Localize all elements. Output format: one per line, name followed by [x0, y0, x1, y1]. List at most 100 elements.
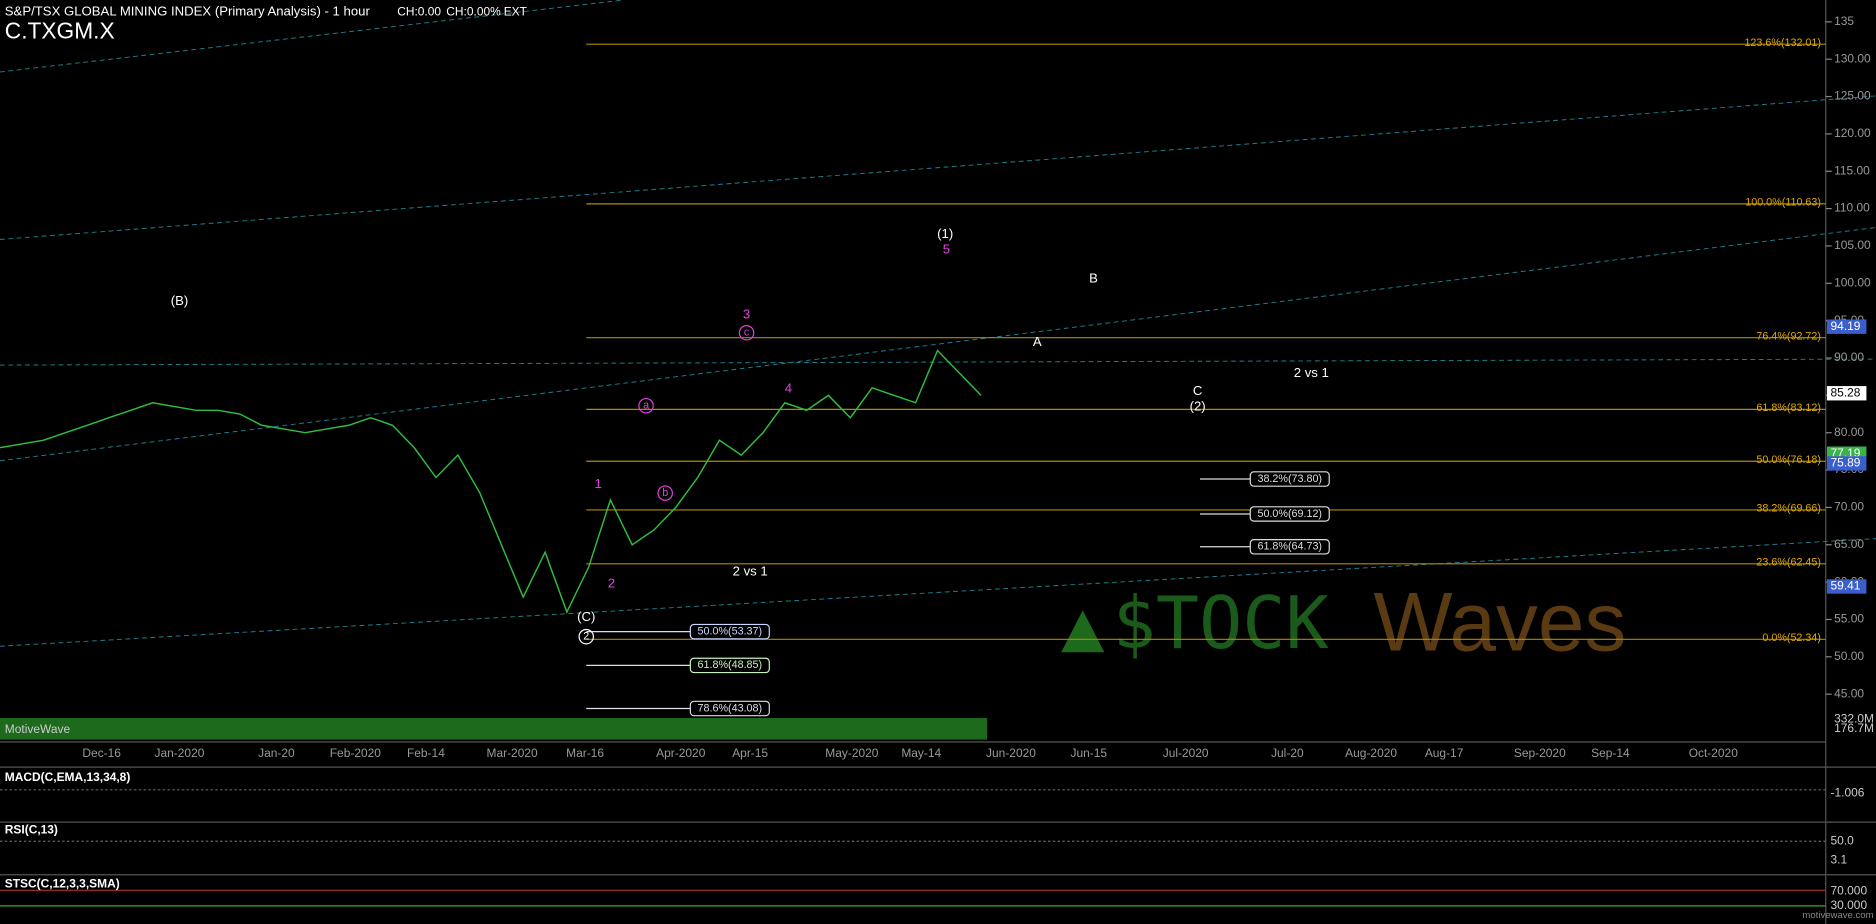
x-tick-label: May-2020 — [825, 746, 879, 760]
fib-label: 61.8%(83.12) — [1756, 402, 1821, 414]
target-label: 50.0%(53.37) — [698, 625, 763, 637]
price-marker-label: 75.89 — [1831, 456, 1861, 470]
x-tick-label: Aug-2020 — [1345, 746, 1397, 760]
x-tick-label: Aug-17 — [1425, 746, 1464, 760]
wave-label: 2 — [583, 631, 589, 643]
y-tick-label: 55.00 — [1834, 612, 1864, 626]
x-tick-label: Jun-15 — [1070, 746, 1107, 760]
target-label: 38.2%(73.80) — [1257, 473, 1322, 485]
fib-label: 100.0%(110.63) — [1745, 197, 1821, 209]
platform-label: MotiveWave — [5, 722, 71, 736]
wave-circle — [657, 485, 673, 501]
watermark: Waves — [1374, 574, 1627, 668]
y-tick-label: 100.00 — [1834, 275, 1871, 289]
y-tick-label: 125.00 — [1834, 89, 1871, 103]
fib-label: 123.6%(132.01) — [1744, 37, 1821, 49]
indicator-label: MACD(C,EMA,13,34,8) — [5, 770, 131, 784]
price-marker-label: 85.28 — [1831, 385, 1861, 399]
change-percent: CH:0.00% — [446, 4, 501, 18]
indicator-label: STSC(C,12,3,3,SMA) — [5, 876, 120, 890]
wave-label: 5 — [943, 242, 950, 257]
wave-label: (1) — [937, 226, 953, 241]
x-tick-label: Sep-14 — [1591, 746, 1630, 760]
y-tick-label: 115.00 — [1834, 163, 1870, 177]
x-tick-label: Dec-16 — [82, 746, 121, 760]
wave-label: 3 — [743, 306, 750, 321]
target-label: 78.6%(43.08) — [698, 702, 763, 714]
price-marker — [1826, 319, 1867, 334]
y-tick-label: 50.00 — [1834, 649, 1864, 663]
wave-label: (B) — [171, 293, 189, 308]
x-tick-label: Jan-2020 — [155, 746, 205, 760]
y-tick-label: 130.00 — [1834, 51, 1871, 65]
price-marker — [1826, 386, 1867, 401]
x-tick-label: Jun-2020 — [986, 746, 1036, 760]
x-tick-label: Mar-2020 — [486, 746, 538, 760]
volume-label: 176.7M — [1834, 721, 1874, 735]
indicator-label: RSI(C,13) — [5, 823, 58, 837]
wave-label: A — [1033, 334, 1042, 349]
wave-label: b — [662, 487, 668, 499]
wave-label: 1 — [595, 476, 602, 491]
wave-label: C — [1193, 383, 1203, 398]
wave-label: c — [744, 327, 750, 339]
wave-label: 4 — [785, 380, 792, 395]
indicator-tick: -1.006 — [1831, 786, 1865, 800]
x-tick-label: Jul-20 — [1271, 746, 1304, 760]
price-line — [0, 349, 982, 614]
wave-circle — [578, 628, 595, 645]
x-tick-label: Jul-2020 — [1163, 746, 1209, 760]
y-tick-label: 110.00 — [1834, 201, 1870, 215]
wave-label: a — [643, 400, 649, 412]
indicator-tick: 70.000 — [1831, 884, 1868, 898]
price-marker — [1826, 579, 1867, 594]
fib-label: 0.0%(52.34) — [1762, 632, 1821, 644]
x-tick-label: Feb-2020 — [330, 746, 382, 760]
indicator-tick: 30.000 — [1831, 898, 1868, 912]
price-marker — [1826, 456, 1867, 471]
y-tick-label: 70.00 — [1834, 500, 1864, 514]
fib-label: 76.4%(92.72) — [1756, 330, 1821, 342]
target-label: 61.8%(48.85) — [698, 659, 763, 671]
wave-label: B — [1089, 270, 1098, 285]
y-tick-label: 105.00 — [1834, 238, 1871, 252]
x-tick-label: May-14 — [901, 746, 941, 760]
wave-label: 2 vs 1 — [733, 564, 768, 579]
volume-band — [0, 718, 988, 740]
target-label: 61.8%(64.73) — [1257, 541, 1322, 553]
x-tick-label: Sep-2020 — [1514, 746, 1566, 760]
target-box — [1249, 506, 1330, 522]
footer: motivewave.com — [1802, 910, 1873, 921]
x-tick-label: Jan-20 — [258, 746, 295, 760]
price-marker-label: 59.41 — [1831, 579, 1861, 593]
volume-label: 332.0M — [1834, 711, 1874, 725]
target-box — [689, 657, 770, 674]
target-box — [689, 623, 770, 640]
chart-title: S&P/TSX GLOBAL MINING INDEX (Primary Ana… — [5, 4, 371, 19]
y-tick-label: 45.00 — [1834, 686, 1864, 700]
target-box — [689, 700, 770, 717]
x-tick-label: Mar-16 — [566, 746, 604, 760]
target-box — [1249, 471, 1330, 487]
wave-label: (2) — [1190, 398, 1206, 413]
indicator-tick: 3.1 — [1831, 853, 1848, 867]
y-tick-label: 120.00 — [1834, 126, 1871, 140]
wave-label: (C) — [577, 609, 595, 624]
trendlines — [0, 0, 1876, 647]
y-tick-label: 90.00 — [1834, 350, 1864, 364]
watermark-arrow — [1061, 610, 1105, 653]
watermark: $TOCK — [1113, 581, 1329, 665]
fib-label: 38.2%(69.66) — [1756, 503, 1821, 515]
session: EXT — [504, 4, 528, 18]
target-box — [1249, 538, 1330, 555]
y-tick-label: 135 — [1834, 14, 1854, 28]
x-tick-label: Feb-14 — [407, 746, 445, 760]
change: CH:0.00 — [397, 4, 441, 18]
indicator-tick: 50.0 — [1831, 833, 1855, 847]
wave-label: 2 — [608, 576, 615, 591]
fib-label: 50.0%(76.18) — [1756, 454, 1821, 466]
target-label: 50.0%(69.12) — [1257, 508, 1322, 520]
